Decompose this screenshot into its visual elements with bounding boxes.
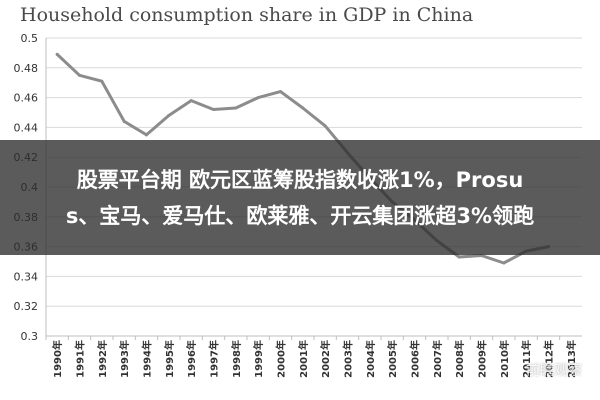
chart-title: Household consumption share in GDP in Ch…: [20, 4, 474, 26]
x-tick-label: 2003年: [342, 340, 355, 378]
x-tick-label: 1996年: [185, 340, 198, 378]
data-point: [323, 124, 327, 128]
headline-line-2: s、宝马、爱马仕、欧莱雅、开云集团涨超3%领跑: [65, 203, 535, 228]
data-point: [122, 119, 126, 123]
data-point: [279, 90, 282, 94]
x-tick-label: 1993年: [118, 340, 131, 378]
x-tick-label: 2006年: [409, 340, 422, 378]
x-tick-label: 1998年: [230, 340, 243, 378]
y-tick-label: 0.44: [14, 121, 39, 134]
y-tick-label: 0.32: [14, 300, 39, 313]
x-tick-label: 1994年: [141, 340, 154, 378]
x-tick-label: 2009年: [476, 340, 489, 378]
y-tick-label: 0.46: [14, 92, 39, 105]
x-tick-label: 1991年: [74, 340, 87, 378]
headline-overlay[interactable]: 股票平台期 欧元区蓝筹股指数收涨1%，Prosu s、宝马、爱马仕、欧莱雅、开云…: [0, 140, 600, 255]
y-tick-label: 0.3: [21, 330, 39, 343]
x-tick-label: 2005年: [386, 340, 399, 378]
data-point: [457, 255, 461, 259]
headline-line-1: 股票平台期 欧元区蓝筹股指数收涨1%，Prosu: [76, 167, 524, 192]
x-tick-label: 2004年: [364, 340, 377, 378]
watermark: 前瞻观察: [508, 360, 582, 380]
x-tick-label: 1995年: [163, 340, 176, 378]
data-point: [189, 99, 193, 103]
y-tick-label: 0.48: [14, 62, 39, 75]
x-tick-label: 2001年: [297, 340, 310, 378]
x-tick-label: 1999年: [252, 340, 265, 378]
data-point: [78, 73, 81, 77]
data-point: [145, 133, 148, 137]
x-tick-label: 2010年: [498, 340, 511, 378]
watermark-logo-icon: [508, 363, 522, 377]
data-point: [212, 108, 215, 112]
watermark-text: 前瞻观察: [526, 363, 582, 379]
x-tick-label: 2013年: [565, 340, 578, 378]
y-tick-label: 0.34: [14, 270, 39, 283]
data-point: [234, 106, 238, 110]
x-tick-label: 2007年: [431, 340, 444, 378]
data-point: [502, 261, 506, 265]
data-point: [100, 79, 104, 83]
data-point: [301, 106, 305, 110]
data-point: [55, 52, 59, 56]
x-axis: 1990年 1991年 1992年 1993年 1994年 1995年 1996年 1997年…: [45, 335, 582, 378]
x-tick-label: 1997年: [208, 340, 221, 378]
x-tick-label: 2011年: [520, 340, 533, 378]
data-point: [167, 113, 171, 117]
data-point: [256, 96, 260, 100]
x-tick-label: 2000年: [275, 340, 288, 378]
x-tick-label: 2012年: [543, 340, 556, 378]
x-tick-label: 2008年: [453, 340, 466, 378]
x-tick-label: 2002年: [319, 340, 332, 378]
y-tick-label: 0.5: [21, 32, 39, 45]
x-tick-label: 1992年: [96, 340, 109, 378]
x-tick-label: 1990年: [51, 340, 64, 378]
